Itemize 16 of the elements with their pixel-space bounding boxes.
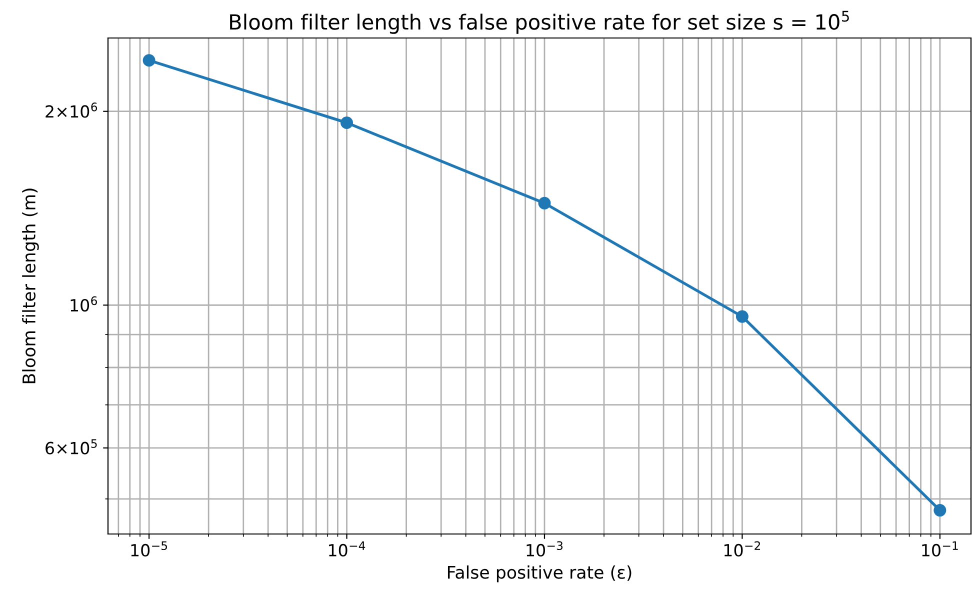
point bbox=[340, 116, 354, 130]
x-axis-title: False positive rate (ε) bbox=[448, 565, 632, 582]
y-tick-label: 10$^{6}$ bbox=[70, 296, 97, 312]
point bbox=[538, 196, 551, 210]
x-tick-label: 10$^{−2}$ bbox=[724, 541, 760, 556]
y-tick-label: 2×10$^{6}$ bbox=[46, 102, 98, 118]
y-tick-label: 6×10$^{5}$ bbox=[46, 439, 97, 454]
x-tick-label: 10$^{−4}$ bbox=[329, 541, 366, 557]
x-tick-label: 10$^{−5}$ bbox=[131, 541, 168, 557]
x-tick-label: 10$^{−1}$ bbox=[922, 541, 958, 557]
point bbox=[142, 54, 156, 67]
chart-title: Bloom filter length vs false positive rate for set size s = 10$^{5}$ bbox=[230, 10, 849, 34]
point bbox=[934, 504, 946, 517]
y-axis-title: Bloom filter length (m) bbox=[22, 188, 39, 384]
point bbox=[736, 310, 748, 323]
x-tick-label: 10$^{−3}$ bbox=[526, 541, 563, 556]
